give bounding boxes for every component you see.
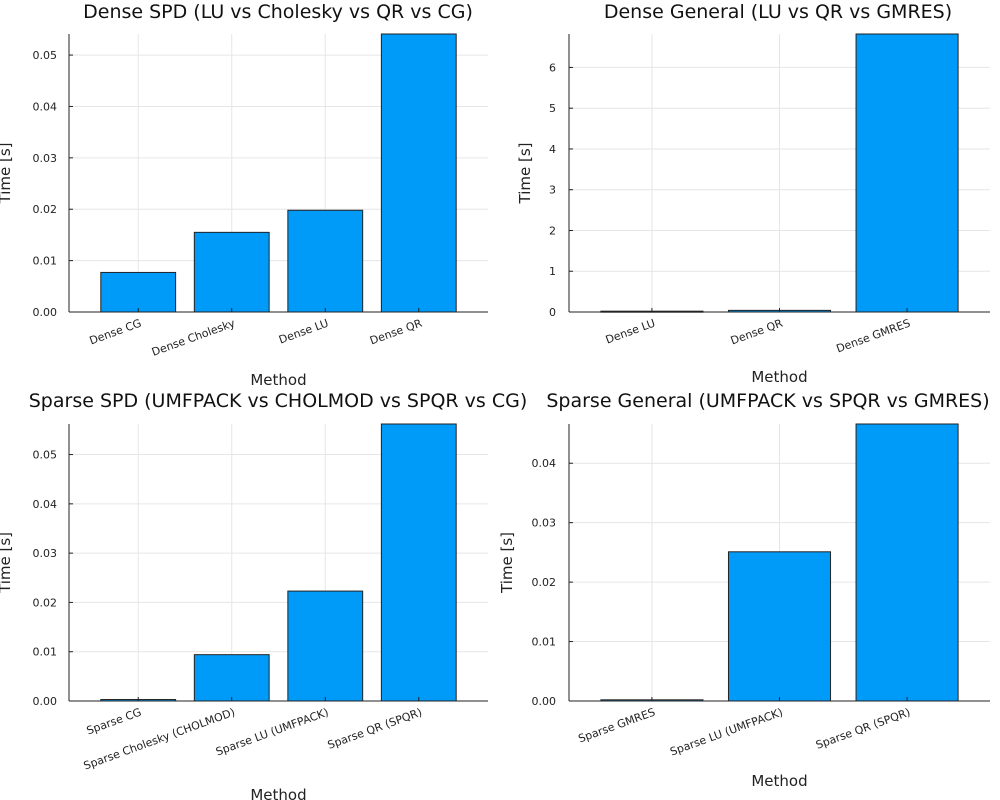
y-tick-label: 0.03	[33, 547, 58, 560]
x-tick-label: Dense LU	[277, 317, 330, 347]
sparse-general-chart: 0.00 0.01 0.02 0.03 0.04 Sparse GMRES Sparse L…	[498, 390, 990, 790]
y-tick-label: 0.02	[33, 596, 58, 609]
x-axis-label: Method	[751, 368, 807, 386]
bar-dense-qr	[380, 33, 457, 313]
y-tick-label: 0.04	[532, 457, 557, 470]
x-tick-label: Dense QR	[729, 316, 785, 347]
y-tick-label: 0.05	[33, 449, 58, 462]
x-tick-label: Sparse QR (SPQR)	[326, 706, 424, 752]
bar-dense-gmres	[855, 33, 959, 313]
y-tick-label: 0.01	[532, 636, 557, 649]
x-tick-label: Sparse LU (UMFPACK)	[668, 706, 784, 759]
bar-sparse-lu-umfpack	[287, 590, 364, 702]
x-tick-label: Sparse Cholesky (CHOLMOD)	[82, 706, 237, 773]
x-axis-label: Method	[751, 772, 807, 790]
chart-title: Sparse General (UMFPACK vs SPQR vs GMRES…	[546, 390, 989, 412]
bar-sparse-qr-spqr	[855, 423, 959, 702]
x-tick-label: Dense Cholesky	[150, 316, 237, 358]
y-tick-label: 0.02	[532, 576, 557, 589]
y-tick-label: 0.00	[33, 306, 58, 319]
x-axis-label: Method	[250, 371, 306, 389]
y-tick-label: 3	[549, 184, 556, 197]
y-tick-label: 0.03	[532, 517, 557, 530]
bar-sparse-cholesky-cholmod	[193, 654, 270, 702]
y-tick-label: 0.04	[33, 100, 58, 113]
y-tick-label: 1	[549, 265, 556, 278]
y-tick-label: 0.01	[33, 255, 58, 268]
bar-dense-cg	[100, 271, 177, 313]
y-axis-label: Time [s]	[0, 143, 14, 205]
chart-title: Sparse SPD (UMFPACK vs CHOLMOD vs SPQR v…	[29, 390, 527, 412]
x-tick-label: Dense QR	[368, 316, 424, 347]
x-tick-label: Dense LU	[604, 317, 657, 347]
x-tick-label: Sparse GMRES	[577, 706, 657, 746]
chart-title: Dense SPD (LU vs Cholesky vs QR vs CG)	[83, 1, 473, 23]
y-tick-label: 4	[549, 143, 556, 156]
y-tick-label: 0	[549, 306, 556, 319]
y-tick-label: 0.00	[532, 695, 557, 708]
x-tick-label: Sparse QR (SPQR)	[814, 706, 912, 752]
bar-sparse-lu-umfpack	[727, 551, 832, 702]
dense-spd-chart: 0.00 0.01 0.02 0.03 0.04 0.05 Dense CG Dense Ch…	[0, 1, 488, 389]
x-tick-label: Dense GMRES	[835, 317, 913, 356]
chart-title: Dense General (LU vs QR vs GMRES)	[604, 1, 952, 23]
dense-general-chart: 0 1 2 3 4 5 6 Dense LU Dense QR Dense GMRES Dense …	[516, 1, 990, 386]
y-tick-label: 0.01	[33, 646, 58, 659]
y-tick-label: 0.00	[33, 695, 58, 708]
y-tick-label: 0.05	[33, 49, 58, 62]
y-tick-label: 5	[549, 102, 556, 115]
y-axis-label: Time [s]	[516, 143, 534, 205]
bar-dense-lu	[287, 209, 364, 313]
y-tick-label: 6	[549, 61, 556, 74]
x-axis-label: Method	[250, 786, 306, 800]
y-axis-label: Time [s]	[498, 532, 516, 594]
bar-sparse-qr-spqr	[380, 423, 457, 702]
x-tick-label: Sparse CG	[85, 706, 143, 738]
y-tick-label: 2	[549, 224, 556, 237]
bar-dense-cholesky	[193, 231, 270, 313]
y-tick-label: 0.02	[33, 203, 58, 216]
y-tick-label: 0.03	[33, 152, 58, 165]
y-tick-label: 0.04	[33, 498, 58, 511]
y-axis-label: Time [s]	[0, 532, 14, 594]
x-tick-label: Dense CG	[88, 317, 144, 348]
